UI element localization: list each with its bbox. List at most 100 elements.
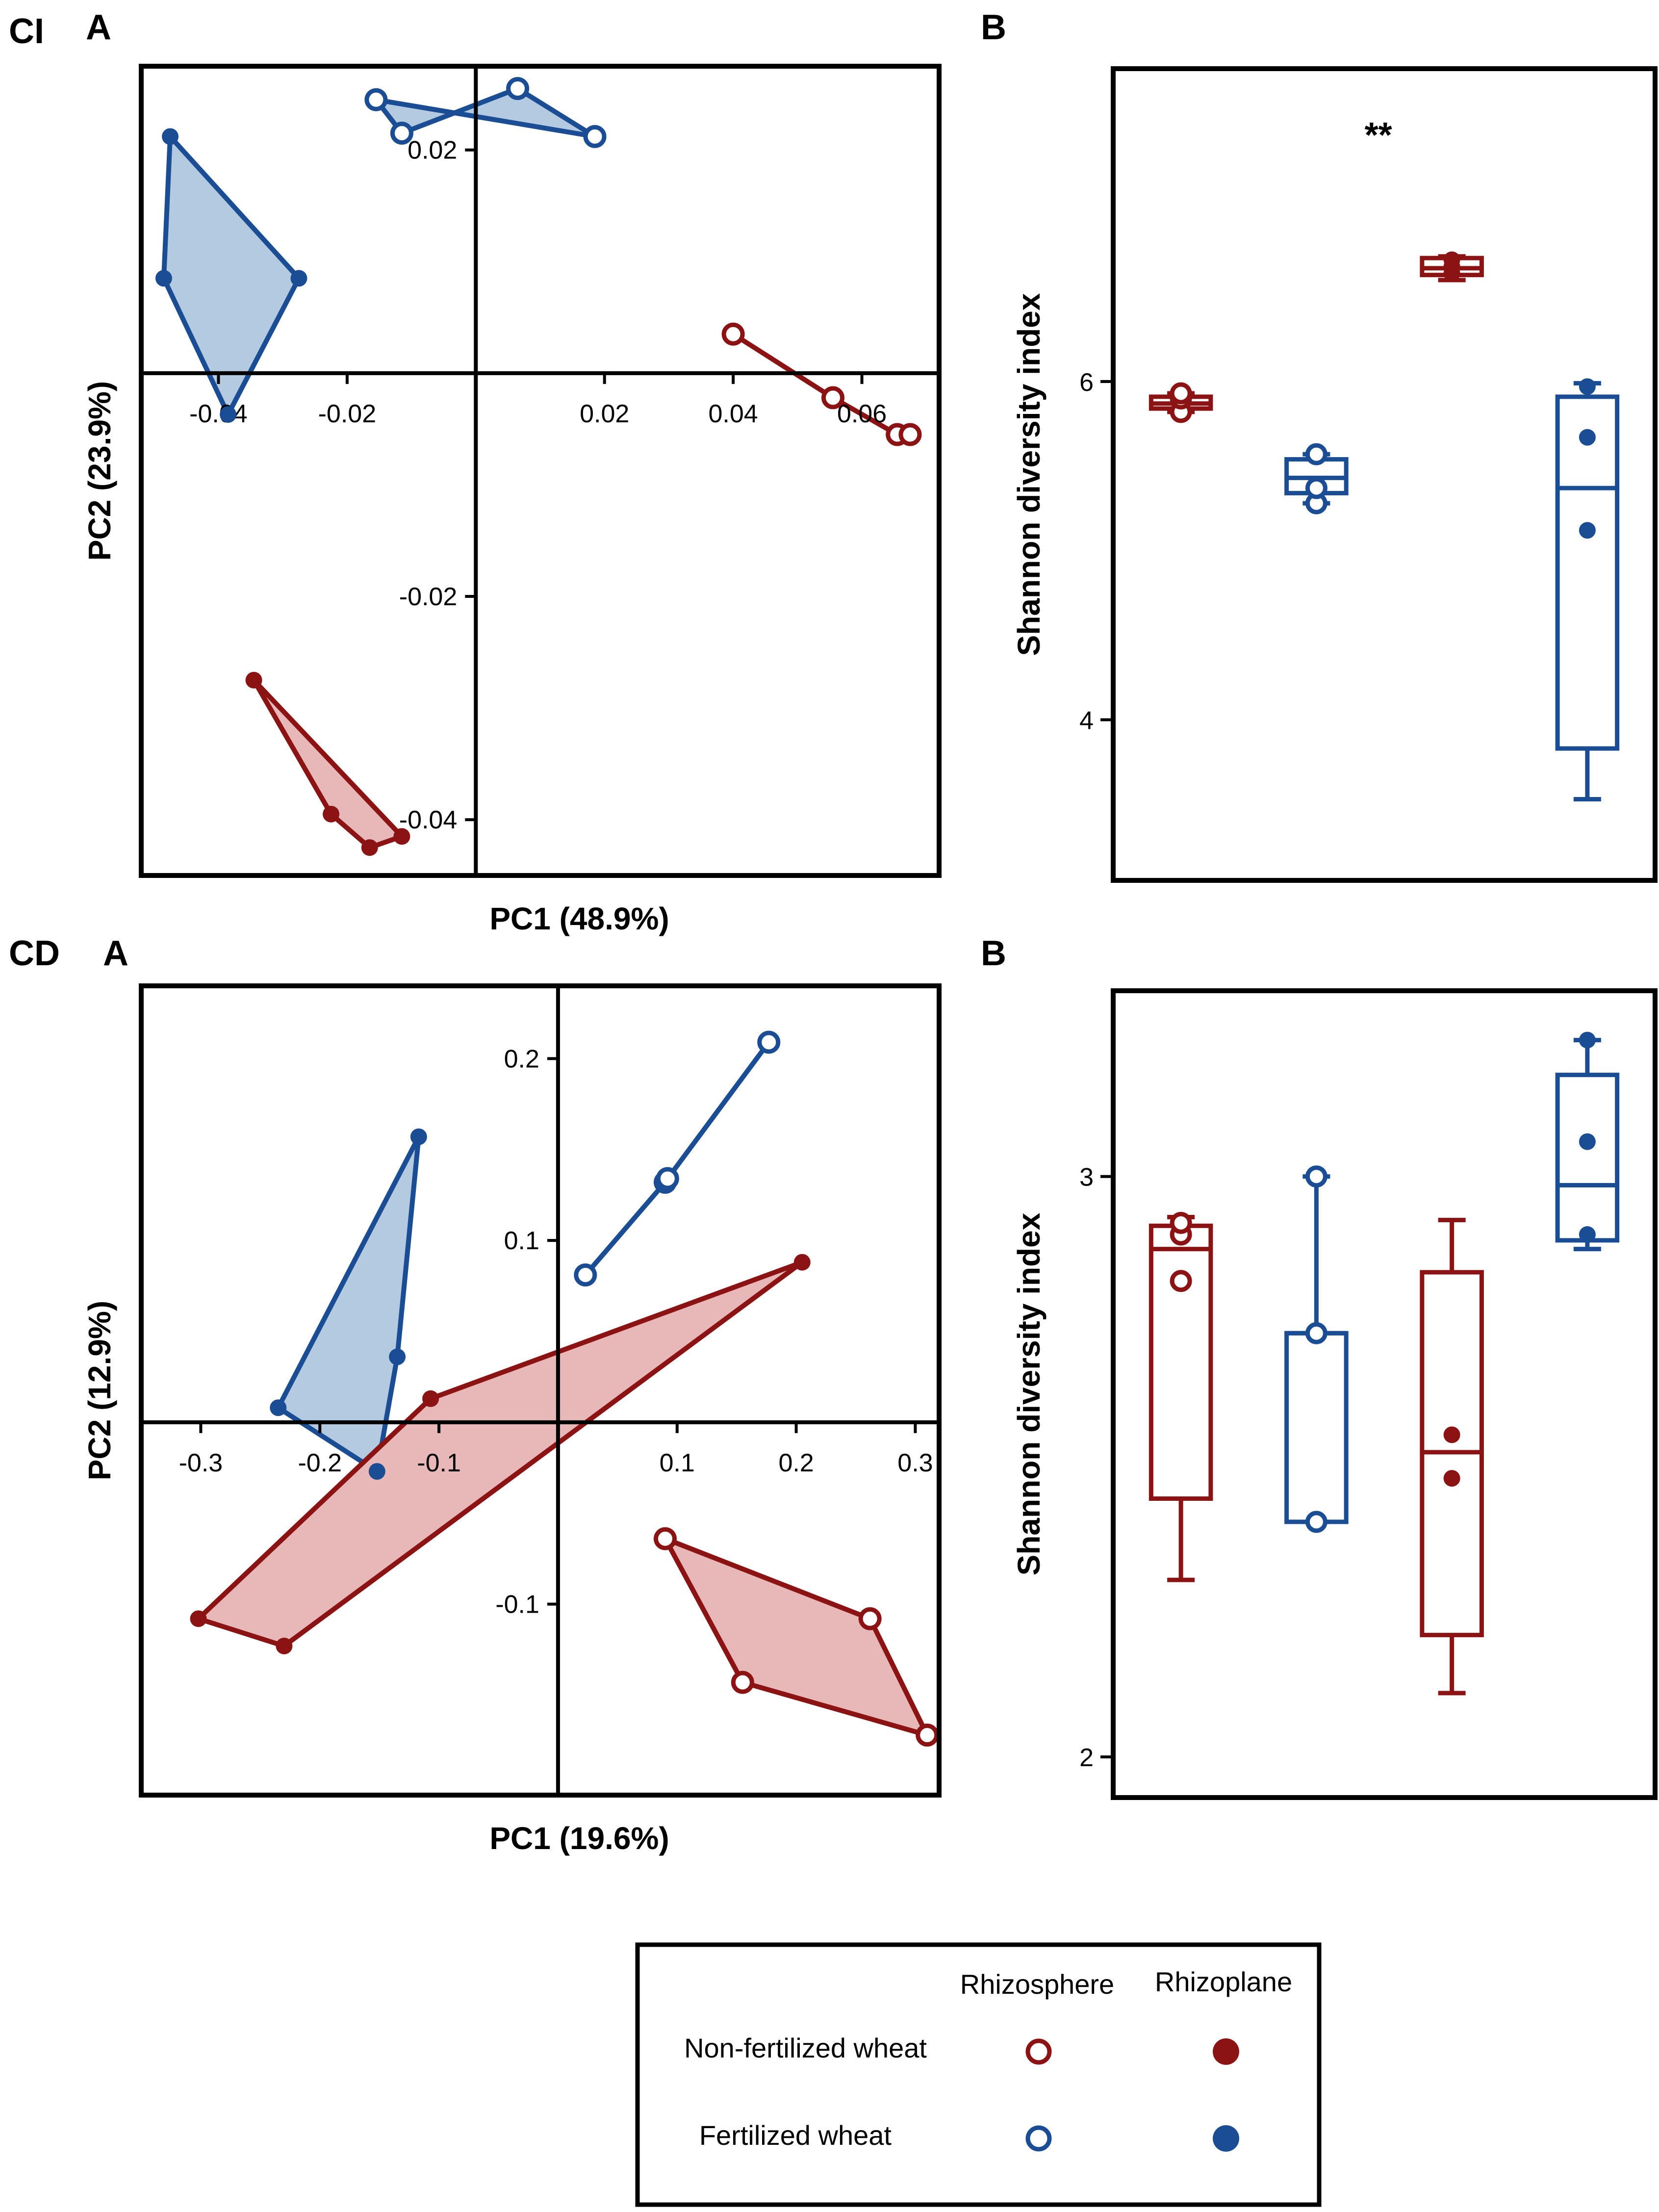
non-fertilized-rhizosphere-point — [731, 1671, 754, 1694]
legend-col-rhizoplane: Rhizoplane — [1155, 1966, 1292, 1997]
x-tick-label: 0.3 — [897, 1449, 933, 1477]
fertilized-rhizosphere-point — [390, 122, 413, 145]
fertilized-rhizosphere-box — [1284, 1331, 1349, 1524]
non-fertilized-rhizoplane-point — [393, 828, 410, 845]
legend-fert-rhizoplane-marker — [1213, 2125, 1239, 2152]
non-fertilized-rhizoplane-point — [245, 671, 262, 689]
legend-row-fert: Fertilized wheat — [699, 2120, 892, 2151]
panel-label-b-ci: B — [981, 8, 1006, 47]
y-tick-label: 3 — [1079, 1163, 1094, 1192]
y-axis-title: PC2 (23.9%) — [82, 381, 117, 561]
fertilized-rhizoplane-point — [1579, 378, 1596, 395]
fertilized-rhizoplane-point — [1579, 1133, 1596, 1150]
fertilized-rhizoplane-point — [155, 270, 172, 287]
ci-shannon-chart: 4 6 ** Shannon diversity index — [1011, 66, 1658, 883]
fertilized-rhizoplane-point — [1579, 1226, 1596, 1243]
y-axis-title: PC2 (12.9%) — [82, 1301, 117, 1480]
x-tick-label: 0.1 — [660, 1449, 695, 1477]
legend-fert-rhizosphere-marker — [1025, 2125, 1052, 2152]
section-label-cd: CD — [9, 934, 60, 973]
y-tick-label: -0.02 — [399, 583, 458, 611]
x-tick-label: -0.2 — [298, 1449, 342, 1477]
plot-frame — [139, 983, 942, 1798]
y-tick-label: 0.1 — [504, 1227, 539, 1255]
y-tick-label: -0.1 — [495, 1591, 539, 1619]
y-tick-label: 6 — [1079, 368, 1094, 397]
legend-box — [635, 1942, 1322, 2207]
panel-label-a-cd: A — [103, 934, 128, 973]
fertilized-rhizoplane-point — [1579, 429, 1596, 446]
non-fertilized-rhizoplane-hull — [251, 677, 405, 850]
non-fertilized-rhizoplane-point — [276, 1637, 293, 1654]
legend-col-rhizosphere: Rhizosphere — [960, 1969, 1114, 2000]
x-tick-label: -0.3 — [179, 1449, 223, 1477]
fertilized-rhizosphere-point — [364, 88, 388, 111]
cd-shannon-chart: 2 3 Shannon diversity index — [1011, 988, 1658, 1800]
non-fertilized-rhizosphere-hull — [663, 1536, 930, 1738]
fertilized-rhizoplane-point — [270, 1399, 287, 1416]
non-fertilized-rhizosphere-point — [1170, 1211, 1192, 1234]
plot-frame — [139, 64, 942, 878]
non-fertilized-rhizoplane-point — [1443, 251, 1460, 268]
section-label-ci: CI — [9, 12, 44, 51]
fertilized-rhizosphere-point — [757, 1030, 781, 1054]
panel-label-b-cd: B — [981, 934, 1006, 973]
fertilized-rhizoplane-point — [290, 270, 307, 287]
fertilized-rhizoplane-point — [368, 1463, 385, 1480]
x-tick-label: -0.04 — [189, 400, 248, 428]
fertilized-rhizosphere-point — [583, 125, 607, 148]
fertilized-rhizoplane-box — [1555, 394, 1620, 751]
fertilized-rhizoplane-point — [1579, 1031, 1596, 1049]
x-axis-title: PC1 (19.6%) — [489, 1821, 669, 1856]
y-axis-title: Shannon diversity index — [1011, 293, 1046, 656]
non-fertilized-rhizosphere-point — [1170, 1270, 1192, 1292]
x-tick-label: -0.02 — [318, 400, 377, 428]
x-tick-label: -0.1 — [417, 1449, 461, 1477]
legend: Rhizosphere Rhizoplane Non-fertilized wh… — [635, 1942, 1322, 2207]
fertilized-rhizoplane-point — [1579, 522, 1596, 539]
non-fertilized-rhizosphere-box — [1149, 1223, 1213, 1501]
fertilized-rhizoplane-point — [162, 128, 179, 145]
non-fertilized-rhizosphere-point — [653, 1527, 677, 1550]
fertilized-rhizoplane-point — [389, 1348, 406, 1365]
fertilized-rhizoplane-box — [1555, 1073, 1620, 1243]
y-tick-label: 4 — [1079, 706, 1094, 735]
y-axis-title: Shannon diversity index — [1011, 1212, 1046, 1575]
panel-label-a-ci: A — [86, 8, 111, 47]
fertilized-rhizosphere-point — [1305, 1322, 1327, 1344]
legend-nonfert-rhizosphere-marker — [1025, 2038, 1052, 2065]
fertilized-rhizosphere-point — [574, 1263, 597, 1287]
fertilized-rhizosphere-point — [1305, 443, 1327, 465]
plot-frame — [1111, 66, 1658, 883]
fertilized-rhizosphere-point — [1305, 1165, 1327, 1188]
significance-annotation: ** — [1365, 116, 1392, 155]
fertilized-rhizoplane-point — [220, 406, 237, 423]
non-fertilized-rhizosphere-point — [821, 386, 845, 410]
non-fertilized-rhizosphere-point — [916, 1723, 939, 1747]
non-fertilized-rhizoplane-point — [422, 1390, 439, 1407]
legend-row-nonfert: Non-fertilized wheat — [684, 2032, 927, 2063]
non-fertilized-rhizoplane-point — [793, 1254, 811, 1271]
y-tick-label: -0.04 — [399, 806, 458, 834]
non-fertilized-rhizosphere-point — [721, 322, 745, 346]
non-fertilized-rhizoplane-point — [1443, 1426, 1460, 1443]
legend-nonfert-rhizoplane-marker — [1213, 2038, 1239, 2065]
fertilized-rhizosphere-point — [1305, 1511, 1327, 1533]
x-tick-label: 0.2 — [778, 1449, 814, 1477]
fertilized-rhizosphere-point — [656, 1167, 679, 1190]
y-tick-label: 0.2 — [504, 1045, 539, 1073]
cd-pcoa-chart: -0.3 -0.2 -0.1 0.1 0.2 0.3 0.2 0.1 -0.1 PC1 (19.6… — [82, 983, 942, 1856]
non-fertilized-rhizoplane-point — [323, 805, 340, 823]
non-fertilized-rhizoplane-point — [1443, 1470, 1460, 1487]
non-fertilized-rhizosphere-point — [898, 423, 922, 446]
fertilized-rhizosphere-point — [1305, 477, 1327, 499]
non-fertilized-rhizoplane-point — [361, 839, 378, 856]
x-tick-label: 0.06 — [837, 400, 887, 428]
x-tick-label: 0.04 — [709, 400, 758, 428]
non-fertilized-rhizoplane-point — [190, 1610, 207, 1627]
x-tick-label: 0.02 — [580, 400, 629, 428]
y-tick-label: 2 — [1079, 1744, 1094, 1772]
fertilized-rhizoplane-point — [410, 1128, 427, 1145]
non-fertilized-rhizosphere-point — [1170, 382, 1192, 405]
